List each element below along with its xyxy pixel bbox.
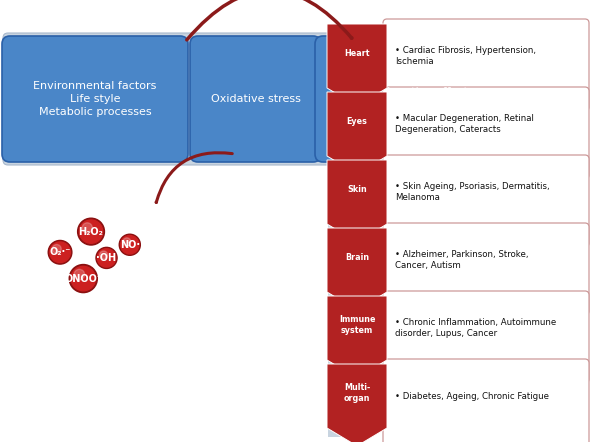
Circle shape	[82, 223, 92, 233]
Polygon shape	[327, 296, 387, 378]
FancyBboxPatch shape	[315, 36, 559, 162]
Text: ·OH: ·OH	[97, 253, 117, 263]
Text: Oxidative stress: Oxidative stress	[210, 94, 300, 104]
FancyArrowPatch shape	[187, 0, 352, 40]
FancyArrowPatch shape	[156, 153, 232, 202]
Circle shape	[119, 234, 140, 255]
FancyBboxPatch shape	[3, 33, 568, 165]
FancyBboxPatch shape	[190, 36, 321, 162]
FancyBboxPatch shape	[383, 155, 589, 247]
Text: ONOO⁻: ONOO⁻	[64, 274, 103, 284]
Text: Immune
system: Immune system	[339, 315, 375, 335]
FancyBboxPatch shape	[383, 87, 589, 179]
Text: Skin: Skin	[347, 184, 367, 194]
Circle shape	[69, 264, 97, 293]
Polygon shape	[327, 92, 387, 174]
FancyBboxPatch shape	[2, 36, 188, 162]
FancyBboxPatch shape	[383, 19, 589, 111]
Polygon shape	[327, 228, 387, 310]
Text: • Chronic Inflammation, Autoimmune
disorder, Lupus, Cancer: • Chronic Inflammation, Autoimmune disor…	[395, 318, 556, 338]
Circle shape	[97, 249, 116, 267]
Text: H₂O₂: H₂O₂	[79, 227, 104, 236]
Circle shape	[96, 248, 117, 268]
Text: • Macular Degeneration, Retinal
Degeneration, Cateracts: • Macular Degeneration, Retinal Degenera…	[395, 114, 534, 134]
Polygon shape	[327, 364, 387, 442]
Text: Environmental factors
Life style
Metabolic processes: Environmental factors Life style Metabol…	[33, 81, 157, 117]
Text: Eyes: Eyes	[346, 117, 368, 126]
Text: • Diabetes, Ageing, Chronic Fatigue: • Diabetes, Ageing, Chronic Fatigue	[395, 392, 549, 400]
Circle shape	[74, 269, 85, 280]
Text: O₂·⁻: O₂·⁻	[49, 247, 71, 257]
Text: NO·: NO·	[120, 240, 140, 250]
Polygon shape	[328, 38, 366, 437]
FancyBboxPatch shape	[383, 291, 589, 383]
Circle shape	[123, 238, 131, 246]
Circle shape	[52, 244, 61, 253]
FancyBboxPatch shape	[383, 359, 589, 442]
Circle shape	[77, 218, 104, 245]
FancyBboxPatch shape	[383, 223, 589, 315]
Circle shape	[100, 251, 108, 259]
Text: • Alzheimer, Parkinson, Stroke,
Cancer, Autism: • Alzheimer, Parkinson, Stroke, Cancer, …	[395, 250, 529, 270]
Text: • Skin Ageing, Psoriasis, Dermatitis,
Melanoma: • Skin Ageing, Psoriasis, Dermatitis, Me…	[395, 182, 550, 202]
Text: Multi-
organ: Multi- organ	[344, 383, 370, 403]
Circle shape	[71, 267, 95, 291]
Text: • Cardiac Fibrosis, Hypertension,
Ischemia: • Cardiac Fibrosis, Hypertension, Ischem…	[395, 46, 536, 66]
Polygon shape	[327, 160, 387, 242]
Text: Heart: Heart	[344, 49, 370, 57]
Text: Negative effects on
human health: Negative effects on human health	[383, 88, 492, 110]
Circle shape	[48, 240, 72, 264]
Circle shape	[79, 220, 103, 243]
Circle shape	[120, 236, 139, 254]
Polygon shape	[327, 24, 387, 106]
Circle shape	[50, 242, 70, 263]
Text: Brain: Brain	[345, 252, 369, 262]
